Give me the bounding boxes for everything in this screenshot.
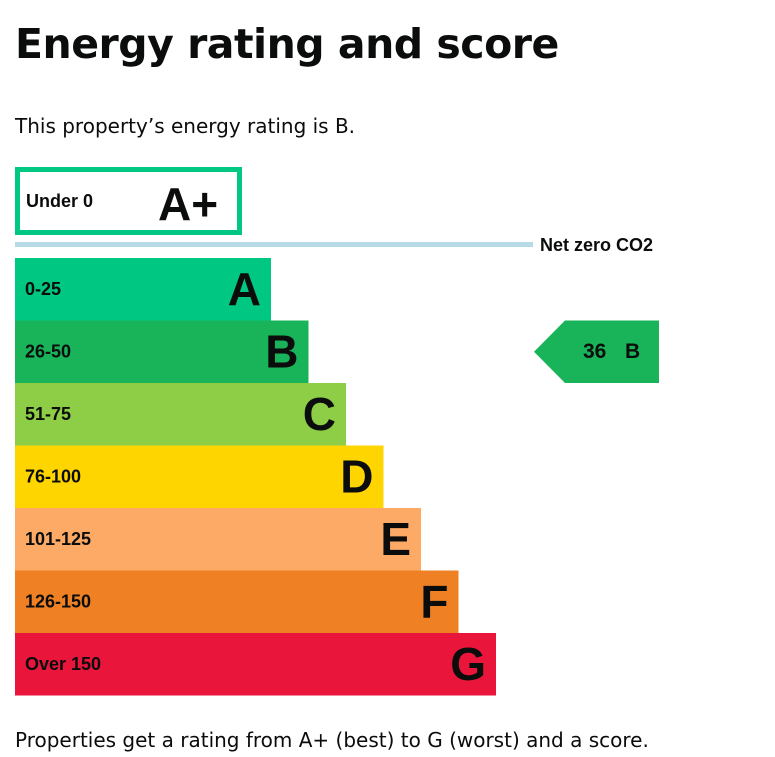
band-rating: C — [303, 388, 336, 440]
band-rating: A — [228, 263, 261, 315]
current-rating-arrow-shape — [534, 320, 659, 383]
band-rating: D — [340, 451, 373, 503]
band-bar-d — [15, 445, 384, 508]
band-bar-b — [15, 320, 309, 383]
band-bar-f — [15, 570, 459, 633]
top-band-rating: A+ — [158, 178, 218, 230]
band-bar-e — [15, 508, 421, 571]
band-range: 126-150 — [25, 592, 91, 612]
band-range: 0-25 — [25, 279, 61, 299]
current-rating-arrow: 36 B — [534, 320, 659, 383]
band-range: 51-75 — [25, 404, 71, 424]
band-rating: B — [265, 326, 298, 378]
current-rating: B — [625, 340, 640, 363]
band-rating: E — [380, 513, 411, 565]
band-rating: G — [450, 638, 486, 690]
net-zero-line — [15, 242, 533, 247]
band-bar-g — [15, 633, 496, 696]
top-band-box — [15, 167, 242, 235]
current-score: 36 — [583, 340, 606, 363]
page-title: Energy rating and score — [15, 20, 559, 68]
band-bar-c — [15, 383, 346, 446]
band-rating: F — [420, 576, 448, 628]
rating-explanation: Properties get a rating from A+ (best) t… — [15, 728, 649, 752]
top-band-range: Under 0 — [26, 191, 93, 211]
band-range: 101-125 — [25, 529, 91, 549]
rating-intro: This property’s energy rating is B. — [15, 114, 356, 138]
band-range: Over 150 — [25, 654, 101, 674]
band-range: 76-100 — [25, 467, 81, 487]
net-zero-label: Net zero CO2 — [540, 235, 653, 255]
band-range: 26-50 — [25, 342, 71, 362]
band-bar-a — [15, 258, 271, 321]
